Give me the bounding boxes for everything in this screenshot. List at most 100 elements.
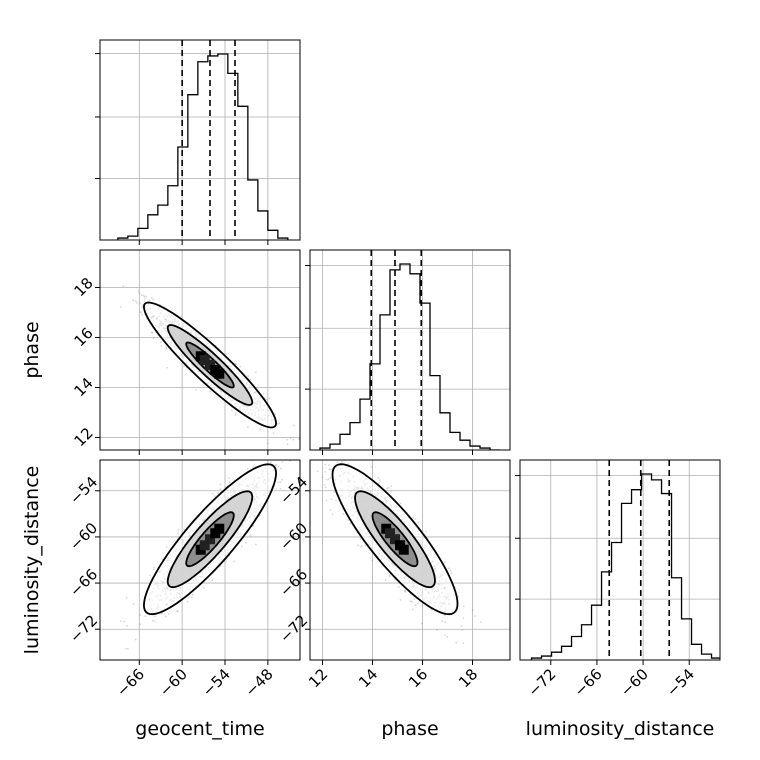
sample-point xyxy=(409,600,412,603)
sample-point xyxy=(144,297,146,300)
sample-point xyxy=(177,532,180,535)
sample-point xyxy=(281,478,284,481)
sample-point xyxy=(293,452,295,454)
density-peak xyxy=(390,534,400,545)
sample-point xyxy=(191,593,194,596)
sample-point xyxy=(151,331,154,334)
sample-point xyxy=(346,456,348,458)
sample-point xyxy=(479,621,482,624)
sample-point xyxy=(225,353,228,356)
sample-point xyxy=(444,561,446,564)
sample-point xyxy=(239,365,242,368)
sample-point xyxy=(420,622,423,625)
sample-point xyxy=(132,299,135,302)
sample-point xyxy=(235,363,237,366)
sample-point xyxy=(457,595,460,598)
sample-point xyxy=(324,471,327,473)
sample-point xyxy=(143,295,146,298)
y-tick-label: −60 xyxy=(276,519,311,554)
histogram-phase xyxy=(319,263,500,450)
sample-point xyxy=(323,483,326,486)
density-peak xyxy=(199,540,210,551)
sample-point xyxy=(122,285,125,288)
sample-point xyxy=(397,585,400,588)
sample-point xyxy=(234,414,237,417)
sample-point xyxy=(359,538,362,541)
sample-point xyxy=(254,371,257,374)
sample-point xyxy=(139,623,142,626)
sample-point xyxy=(230,409,233,411)
sample-point xyxy=(286,438,288,441)
sample-point xyxy=(356,544,359,547)
y-tick-label: −54 xyxy=(66,473,101,508)
sample-point xyxy=(349,522,352,525)
sample-point xyxy=(126,647,129,650)
sample-point xyxy=(460,625,463,627)
y-tick-label: 16 xyxy=(71,324,97,350)
sample-point xyxy=(125,596,128,599)
sample-point xyxy=(246,467,249,470)
sample-point xyxy=(150,296,153,299)
sample-point xyxy=(277,481,279,483)
sample-point xyxy=(370,465,373,468)
sample-point xyxy=(97,261,99,263)
sample-point xyxy=(334,458,336,460)
sample-point xyxy=(360,546,363,549)
sample-point xyxy=(247,375,249,377)
sample-point xyxy=(167,613,170,616)
sample-point xyxy=(245,541,247,544)
sample-point xyxy=(399,502,402,505)
sample-point xyxy=(316,470,319,473)
sample-point xyxy=(390,485,393,488)
sample-point xyxy=(272,432,275,435)
sample-point xyxy=(436,629,438,632)
sample-point xyxy=(388,575,391,578)
sample-point xyxy=(455,641,458,644)
sample-point xyxy=(152,337,155,340)
x-axis-title-luminosity-distance: luminosity_distance xyxy=(526,718,715,740)
sample-point xyxy=(249,534,252,537)
sample-point xyxy=(387,486,390,489)
sample-point xyxy=(217,491,219,494)
sample-point xyxy=(252,525,255,527)
sample-point xyxy=(139,302,142,305)
sample-point xyxy=(413,598,416,600)
sample-point xyxy=(144,615,147,618)
sample-point xyxy=(277,454,279,456)
sample-point xyxy=(417,602,420,605)
sample-point xyxy=(306,463,308,465)
sample-point xyxy=(176,610,179,613)
sample-point xyxy=(262,451,264,453)
sample-point xyxy=(275,464,278,466)
sample-point xyxy=(330,468,332,471)
y-tick-label: 14 xyxy=(71,374,97,400)
density-peak xyxy=(205,360,215,370)
sample-point xyxy=(410,600,413,603)
y-axis-title-luminosity-distance: luminosity_distance xyxy=(21,466,43,655)
sample-point xyxy=(249,378,252,381)
sample-point xyxy=(327,478,330,481)
sample-point xyxy=(313,451,315,453)
sample-point xyxy=(340,460,343,463)
density-peak xyxy=(210,365,221,375)
sample-point xyxy=(280,467,282,470)
panel-frame xyxy=(519,459,721,661)
sample-point xyxy=(211,492,214,495)
sample-point xyxy=(411,608,414,611)
sample-point xyxy=(331,513,334,516)
sample-point xyxy=(262,392,265,395)
sample-point xyxy=(329,476,332,479)
sample-point xyxy=(371,559,374,562)
panel-frame xyxy=(99,39,301,241)
sample-point xyxy=(219,483,222,486)
sample-point xyxy=(430,609,433,611)
sample-point xyxy=(330,498,333,500)
sample-point xyxy=(120,620,122,622)
x-tick-label: 16 xyxy=(405,665,431,691)
sample-point xyxy=(441,620,444,623)
sample-point xyxy=(274,413,277,416)
sample-point xyxy=(329,509,332,511)
y-tick-label: −66 xyxy=(66,565,101,600)
x-tick-label: −48 xyxy=(242,665,277,700)
sample-point xyxy=(443,614,446,617)
